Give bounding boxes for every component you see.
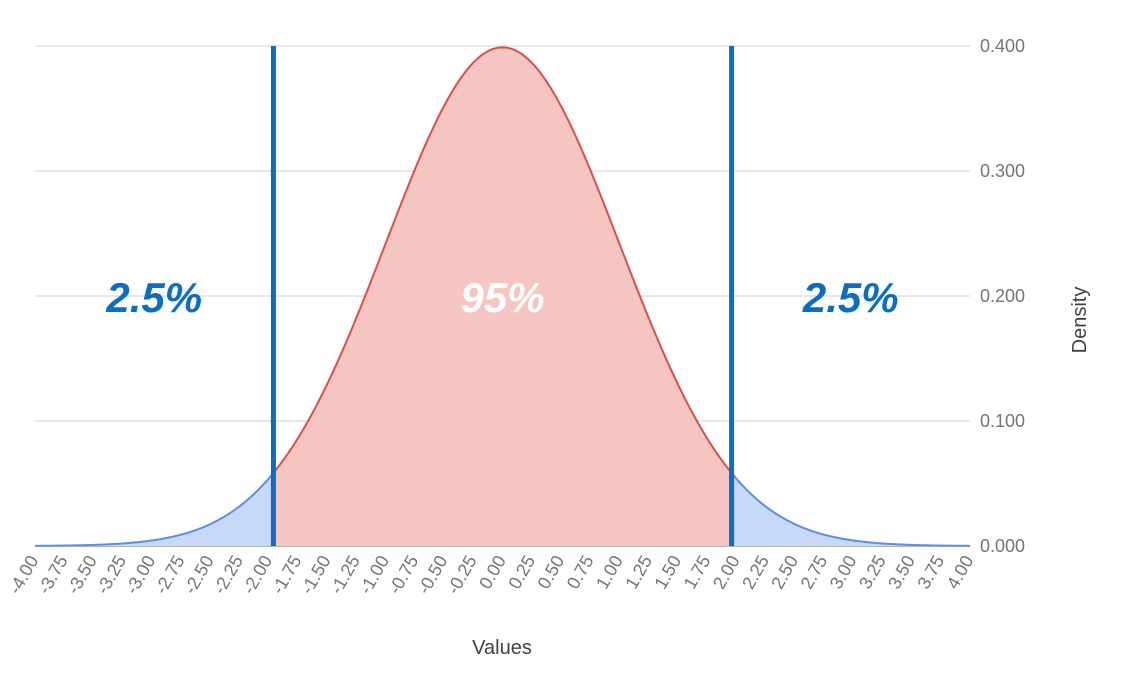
y-tick-label: 0.000	[980, 536, 1025, 556]
x-tick-label: -3.25	[92, 552, 130, 598]
x-tick-label: 2.50	[767, 552, 802, 592]
density-areas	[35, 47, 970, 546]
region-label-1: 95%	[460, 274, 544, 321]
x-axis-ticks: -4.00-3.75-3.50-3.25-3.00-2.75-2.50-2.25…	[5, 552, 978, 598]
region-area-0	[35, 472, 274, 546]
x-tick-label: -2.75	[151, 552, 189, 598]
x-tick-label: -3.50	[63, 552, 101, 598]
x-tick-label: 3.25	[855, 552, 890, 592]
x-tick-label: 2.25	[738, 552, 773, 592]
x-tick-label: 2.75	[797, 552, 832, 592]
x-tick-label: -4.00	[5, 552, 43, 598]
x-tick-label: 1.50	[650, 552, 685, 592]
x-tick-label: -1.00	[355, 552, 393, 598]
x-tick-label: 2.00	[709, 552, 744, 592]
x-tick-label: 3.50	[884, 552, 919, 592]
cutoff-lines	[270, 46, 735, 546]
x-tick-label: 1.75	[680, 552, 715, 592]
x-tick-label: 3.00	[826, 552, 861, 592]
density-curve-2	[730, 472, 971, 547]
y-tick-label: 0.100	[980, 411, 1025, 431]
density-curves	[34, 46, 971, 547]
x-tick-label: -2.25	[209, 552, 247, 598]
x-tick-label: 0.00	[475, 552, 510, 592]
x-tick-label: -1.75	[268, 552, 306, 598]
y-axis-title: Density	[1069, 287, 1091, 354]
region-labels: 2.5% 95% 2.5%	[105, 274, 898, 321]
x-tick-label: 1.00	[592, 552, 627, 592]
region-area-2	[731, 472, 970, 546]
x-tick-label: 0.75	[563, 552, 598, 592]
region-label-0: 2.5%	[105, 274, 202, 321]
x-tick-label: -1.25	[326, 552, 364, 598]
x-tick-label: 3.75	[913, 552, 948, 592]
y-axis-ticks: 0.000 0.100 0.200 0.300 0.400	[980, 36, 1025, 556]
x-tick-label: -2.00	[238, 552, 276, 598]
x-tick-label: 1.25	[621, 552, 656, 592]
y-tick-label: 0.300	[980, 161, 1025, 181]
region-area-1	[273, 47, 732, 546]
x-tick-label: 4.00	[943, 552, 978, 592]
density-curve-0	[34, 472, 275, 547]
y-tick-label: 0.200	[980, 286, 1025, 306]
x-tick-label: 0.25	[504, 552, 539, 592]
x-tick-label: -0.25	[443, 552, 481, 598]
x-tick-label: -3.75	[34, 552, 72, 598]
x-tick-label: -1.50	[297, 552, 335, 598]
x-axis-title: Values	[472, 637, 532, 659]
x-tick-label: -3.00	[122, 552, 160, 598]
x-tick-label: -0.50	[414, 552, 452, 598]
density-curve-1	[272, 46, 733, 474]
x-tick-label: -2.50	[180, 552, 218, 598]
y-tick-label: 0.400	[980, 36, 1025, 56]
region-label-2: 2.5%	[802, 274, 899, 321]
x-tick-label: 0.50	[534, 552, 569, 592]
x-tick-label: -0.75	[384, 552, 422, 598]
